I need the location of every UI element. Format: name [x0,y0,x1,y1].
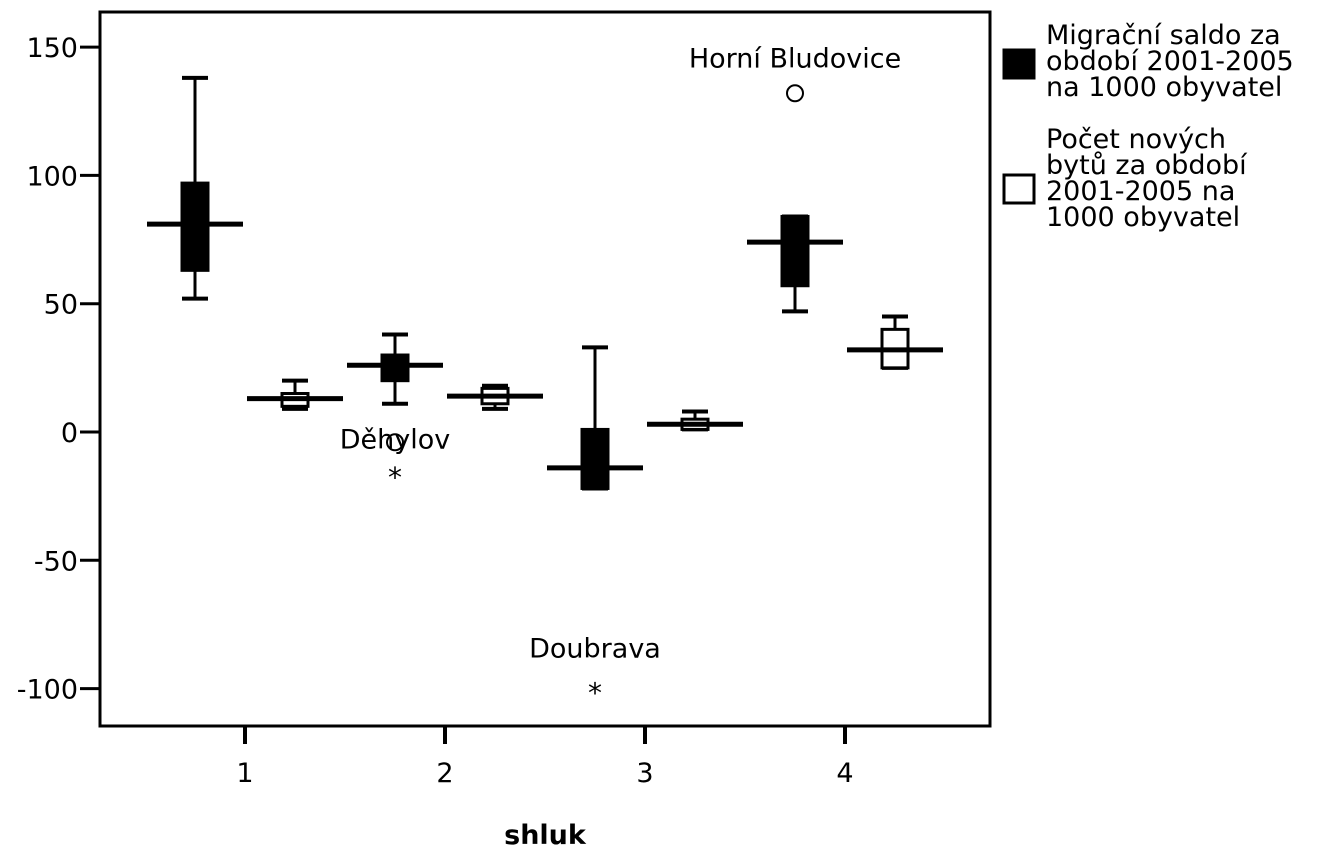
y-tick-label: 100 [26,161,78,192]
x-axis: 1 2 3 4 [236,726,854,789]
box-group [847,314,943,370]
y-tick-label: 150 [26,33,78,64]
legend-text-line: Počet nových [1046,124,1226,155]
outlier-markers: Děhylov * * Doubrava Horní Bludovice [340,43,901,709]
iqr-box [380,353,410,383]
box-group [147,75,243,301]
box-series [147,75,943,491]
legend-text-line: období 2001-2005 [1046,46,1294,77]
legend-text-line: na 1000 obyvatel [1046,72,1282,103]
outlier-label: Horní Bludovice [689,43,901,74]
legend-text-line: bytů za období [1046,150,1248,181]
extreme-star: * [588,676,602,709]
legend-text-line: Migrační saldo za [1046,20,1281,51]
outlier-label: Doubrava [529,633,661,664]
iqr-box [180,181,210,272]
x-axis-label: shluk [504,820,587,846]
box-group [247,378,343,411]
x-tick-label: 4 [836,758,853,789]
box-group [347,332,443,406]
iqr-box [780,214,810,288]
box-group [747,214,843,314]
y-tick-label: -100 [17,675,78,706]
y-tick-label: 50 [44,290,78,321]
x-tick-label: 1 [236,758,253,789]
box-group [447,383,543,411]
y-axis: 150 100 50 0 -50 -100 [17,33,100,706]
outlier-label: Děhylov [340,424,451,455]
legend-text-line: 2001-2005 na [1046,176,1235,207]
outlier-circle [786,84,804,103]
box-group [547,345,643,491]
plot-area [98,10,992,728]
iqr-box [580,427,610,490]
box-group [647,409,743,432]
y-tick-label: 0 [61,418,78,449]
outlier-circle [386,433,404,452]
legend-swatch [1002,173,1036,205]
x-tick-label: 3 [636,758,653,789]
x-tick-label: 2 [436,758,453,789]
extreme-star: * [388,461,402,494]
legend-swatch [1002,48,1036,80]
legend-text-line: 1000 obyvatel [1046,202,1240,233]
y-tick-label: -50 [34,546,78,577]
